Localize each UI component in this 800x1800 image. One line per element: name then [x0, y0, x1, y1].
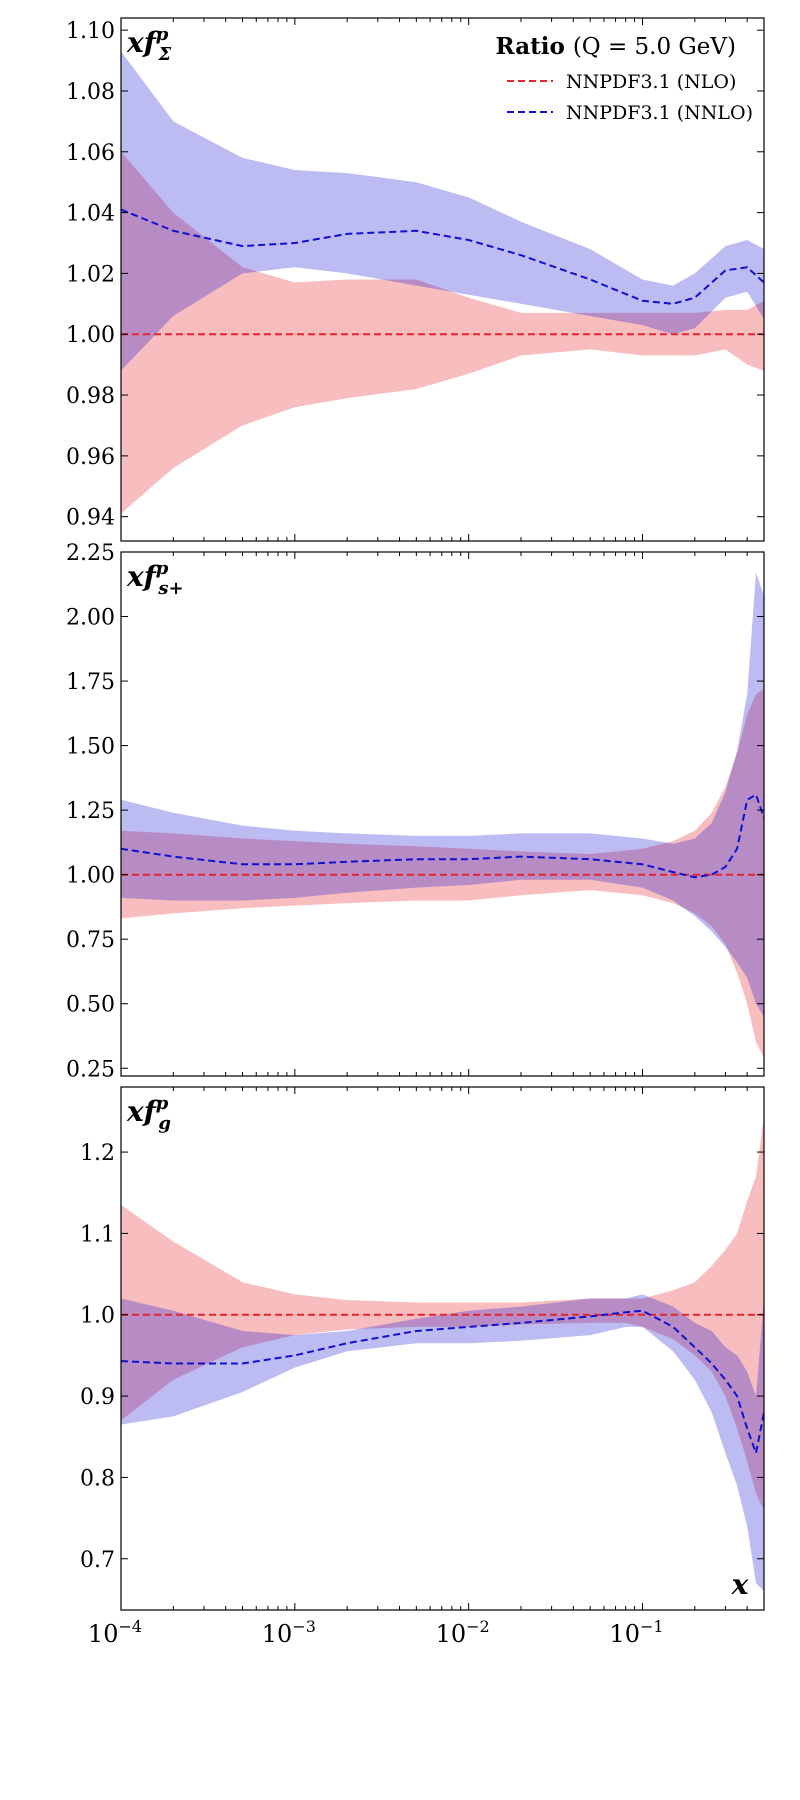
x-tick-label: 10−3	[262, 1617, 316, 1648]
panel-label: xfp Σ	[126, 24, 171, 65]
y-tick-label: 1.02	[66, 262, 115, 287]
plot-frame	[120, 551, 765, 1077]
y-tick-label: 1.10	[66, 19, 115, 44]
uncertainty-band-nlo	[121, 151, 764, 514]
panel-label: xfp g	[126, 1093, 171, 1134]
y-tick-label: 0.7	[80, 1548, 115, 1573]
plot-area	[121, 1115, 764, 1592]
plot-area	[121, 572, 764, 1058]
plot-frame	[120, 1086, 765, 1611]
y-tick-label: 1.0	[80, 1304, 115, 1329]
legend: Ratio (Q = 5.0 GeV) NNPDF3.1 (NLO) NNPDF3.…	[496, 33, 753, 124]
y-tick-label: 1.2	[80, 1141, 115, 1166]
plot-area	[121, 51, 764, 514]
y-tick-label: 0.25	[66, 1057, 115, 1082]
y-tick-label: 1.75	[66, 670, 115, 695]
y-tick-label: 1.00	[66, 323, 115, 348]
y-tick-label: 1.00	[66, 864, 115, 889]
uncertainty-band-nnlo	[121, 51, 764, 371]
x-tick-label: 10−1	[609, 1617, 663, 1648]
legend-title: Ratio (Q = 5.0 GeV)	[496, 33, 736, 60]
chart-panel-2: 0.25 0.50 0.75 1.00 1.25 1.50 1.75 2.00 2.25 xfp s…	[66, 541, 765, 1082]
y-tick-label: 0.8	[80, 1466, 115, 1491]
y-tick-label: 2.00	[66, 606, 115, 631]
x-axis-label: x	[731, 1568, 749, 1601]
y-tick-label: 1.08	[66, 80, 115, 105]
chart-panel-1: 0.94 0.96 0.98 1.00 1.02 1.04 1.06 1.08 1.10 xfp Σ…	[66, 17, 765, 542]
panel-label: xfp s+	[126, 558, 184, 599]
central-line-nnlo	[121, 208, 764, 305]
y-tick-label: 1.06	[66, 141, 115, 166]
plot-frame	[120, 17, 765, 542]
legend-entry: NNPDF3.1 (NLO)	[566, 71, 736, 93]
y-tick-label: 0.75	[66, 928, 115, 953]
chart-panel-3: 0.7 0.8 0.9 1.0 1.1 1.2 10−4 10−3 10−2 10−1 xfp g x	[80, 1086, 765, 1648]
y-tick-label: 0.94	[66, 506, 115, 531]
uncertainty-band-nlo	[121, 1115, 764, 1510]
uncertainty-band-nnlo	[121, 1294, 764, 1592]
central-line-nnlo	[121, 793, 764, 879]
y-tick-label: 0.98	[66, 384, 115, 409]
y-tick-label: 2.25	[66, 541, 115, 566]
y-tick-label: 0.50	[66, 993, 115, 1018]
uncertainty-band-nlo	[121, 688, 764, 1058]
y-tick-label: 1.50	[66, 735, 115, 760]
x-tick-label: 10−4	[88, 1617, 142, 1648]
central-line-nnlo	[121, 1309, 764, 1457]
y-tick-label: 1.25	[66, 799, 115, 824]
y-tick-label: 0.9	[80, 1385, 115, 1410]
uncertainty-band-nnlo	[121, 572, 764, 1017]
y-tick-label: 0.96	[66, 445, 115, 470]
y-tick-label: 1.04	[66, 202, 115, 227]
x-tick-label: 10−2	[436, 1617, 490, 1648]
y-tick-label: 1.1	[80, 1222, 115, 1247]
legend-entry: NNPDF3.1 (NNLO)	[566, 102, 753, 124]
